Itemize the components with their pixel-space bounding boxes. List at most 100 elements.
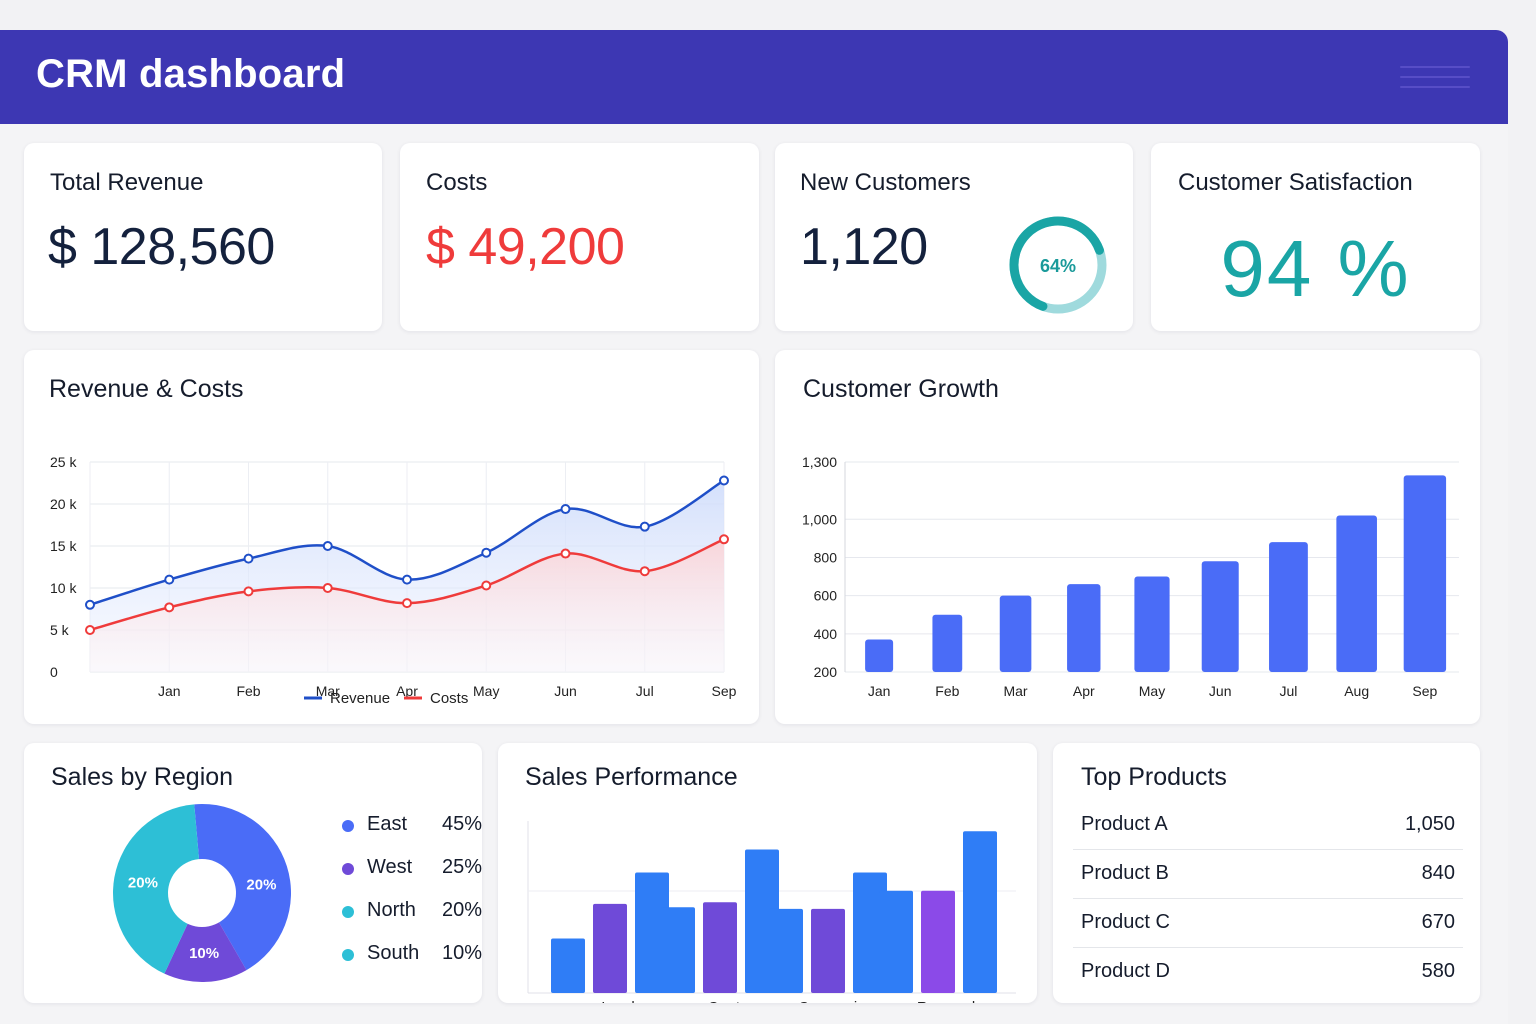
kpi-card-new-customers: New Customers 1,120 64% (775, 143, 1133, 331)
customer-growth-chart: 1,300 1,000 800 600 400 200 Jan Feb Mar Apr May Jun… (802, 454, 1459, 699)
slice-west (164, 893, 247, 982)
x-tick-label: Jul (636, 683, 654, 699)
y-tick-label: 1,300 (802, 454, 837, 470)
data-point (85, 599, 95, 610)
x-tick-label: Aug (1344, 683, 1369, 699)
data-point (164, 574, 175, 585)
x-tick-label: Feb (935, 683, 959, 699)
x-tick-label: Sep (1412, 683, 1437, 699)
customer-growth-title: Customer Growth (803, 375, 999, 403)
kpi-label-new-customers: New Customers (800, 169, 971, 196)
legend-name-south: South (367, 942, 420, 964)
sales-region-donut: 20% 10% 20% (112, 804, 291, 982)
x-tick-label: Renewal (917, 999, 975, 1003)
bar-conversion (769, 908, 803, 993)
y-tick-label: 600 (814, 588, 838, 604)
bar-lead (635, 872, 669, 993)
bar-renewal (879, 890, 913, 993)
sales-region-title: Sales by Region (51, 763, 234, 791)
bar-apr (1067, 584, 1101, 672)
slice-north (112, 804, 202, 974)
data-point (85, 625, 95, 635)
kpi-value-costs: $ 49,200 (426, 218, 625, 276)
hamburger-menu-icon[interactable] (1400, 64, 1470, 90)
kpi-card-satisfaction: Customer Satisfaction 94 % (1151, 143, 1480, 331)
data-point (639, 566, 650, 577)
data-point (560, 504, 571, 515)
page-title: CRM dashboard (36, 52, 346, 96)
slice-east (194, 804, 291, 971)
y-tick-label: 800 (814, 549, 838, 565)
product-value: 840 (1421, 862, 1455, 884)
customer-growth-card: Customer Growth 1,300 1,000 800 600 400 200 Ja… (775, 350, 1480, 724)
product-value: 1,050 (1404, 813, 1455, 835)
y-tick-label: 20 k (50, 496, 77, 512)
x-tick-label: Apr (396, 683, 418, 699)
y-tick-label: 10 k (50, 580, 77, 596)
app-window: CRM dashboard Total Revenue $ 128,560 Co… (0, 30, 1508, 1024)
data-point (402, 574, 412, 585)
bar-mar (999, 595, 1032, 672)
product-value: 670 (1421, 911, 1455, 933)
data-point (243, 553, 254, 564)
bar-aug (1336, 515, 1377, 672)
legend-pct-south: 10% (441, 942, 482, 964)
legend-label-costs: Costs (430, 690, 468, 707)
x-tick-label: Feb (236, 683, 260, 699)
bar-lead (593, 903, 627, 993)
data-point (243, 586, 254, 597)
product-name: Product D (1081, 960, 1170, 982)
product-row[interactable]: Product D 580 (1073, 948, 1463, 997)
x-tick-label: Conversion (798, 999, 874, 1003)
kpi-label-costs: Costs (426, 169, 488, 196)
top-products-card: Top Products Product A 1,050 Product B 8… (1053, 743, 1480, 1003)
legend-dot-west (342, 863, 354, 875)
legend-pct-west: 25% (441, 856, 482, 878)
kpi-label-satisfaction: Customer Satisfaction (1178, 169, 1413, 196)
bar-feb (932, 614, 963, 672)
x-tick-label: Apr (1073, 683, 1095, 699)
data-point (164, 602, 175, 613)
x-tick-label: Sep (712, 683, 737, 699)
x-tick-label: Mar (1003, 683, 1027, 699)
x-tick-label: May (1139, 683, 1165, 699)
bar-quote (703, 902, 737, 993)
slice-label-north: 20% (128, 875, 158, 892)
progress-gauge: 64% (1009, 216, 1107, 314)
data-point (402, 598, 412, 609)
product-row[interactable]: Product A 1,050 (1073, 801, 1463, 850)
kpi-value-new-customers: 1,120 (800, 218, 928, 276)
bar-lead (551, 938, 585, 993)
kpi-value-revenue: $ 128,560 (48, 218, 275, 276)
x-tick-label: Jun (1209, 683, 1232, 699)
bar-renewal (963, 831, 997, 993)
legend-name-east: East (367, 813, 408, 835)
x-tick-label: Mar (316, 683, 340, 699)
x-tick-label: Quote (708, 999, 749, 1003)
data-point (322, 583, 333, 593)
x-tick-label: Jul (1279, 683, 1297, 699)
legend-dot-north (342, 906, 354, 918)
legend-pct-east: 45% (441, 813, 482, 835)
app-header: CRM dashboard (0, 30, 1508, 124)
product-row[interactable]: Product C 670 (1073, 899, 1463, 948)
bar-sep (1403, 475, 1447, 672)
product-row[interactable]: Product B 840 (1073, 850, 1463, 899)
data-point (560, 548, 571, 559)
kpi-card-revenue: Total Revenue $ 128,560 (24, 143, 382, 331)
y-tick-label: 25 k (50, 454, 77, 470)
revenue-costs-title: Revenue & Costs (49, 375, 244, 403)
legend-name-north: North (367, 899, 416, 921)
bar-jan (865, 639, 894, 672)
revenue-costs-chart: 25 k 20 k 15 k 10 k 5 k 0 Jan Feb Mar Apr May Jun Ju… (50, 454, 737, 707)
data-point (322, 541, 333, 551)
sales-performance-card: Sales Performance Lead Quote Conversion Ren… (498, 743, 1037, 1003)
sales-performance-title: Sales Performance (525, 763, 738, 791)
y-tick-label: 5 k (50, 622, 70, 638)
kpi-card-costs: Costs $ 49,200 (400, 143, 759, 331)
sales-region-card: Sales by Region 20% 10% 20% East 45% West … (24, 743, 482, 1003)
legend-dot-east (342, 820, 354, 832)
legend-label-revenue: Revenue (330, 690, 390, 707)
legend-name-west: West (367, 856, 413, 878)
product-name: Product A (1081, 813, 1168, 835)
